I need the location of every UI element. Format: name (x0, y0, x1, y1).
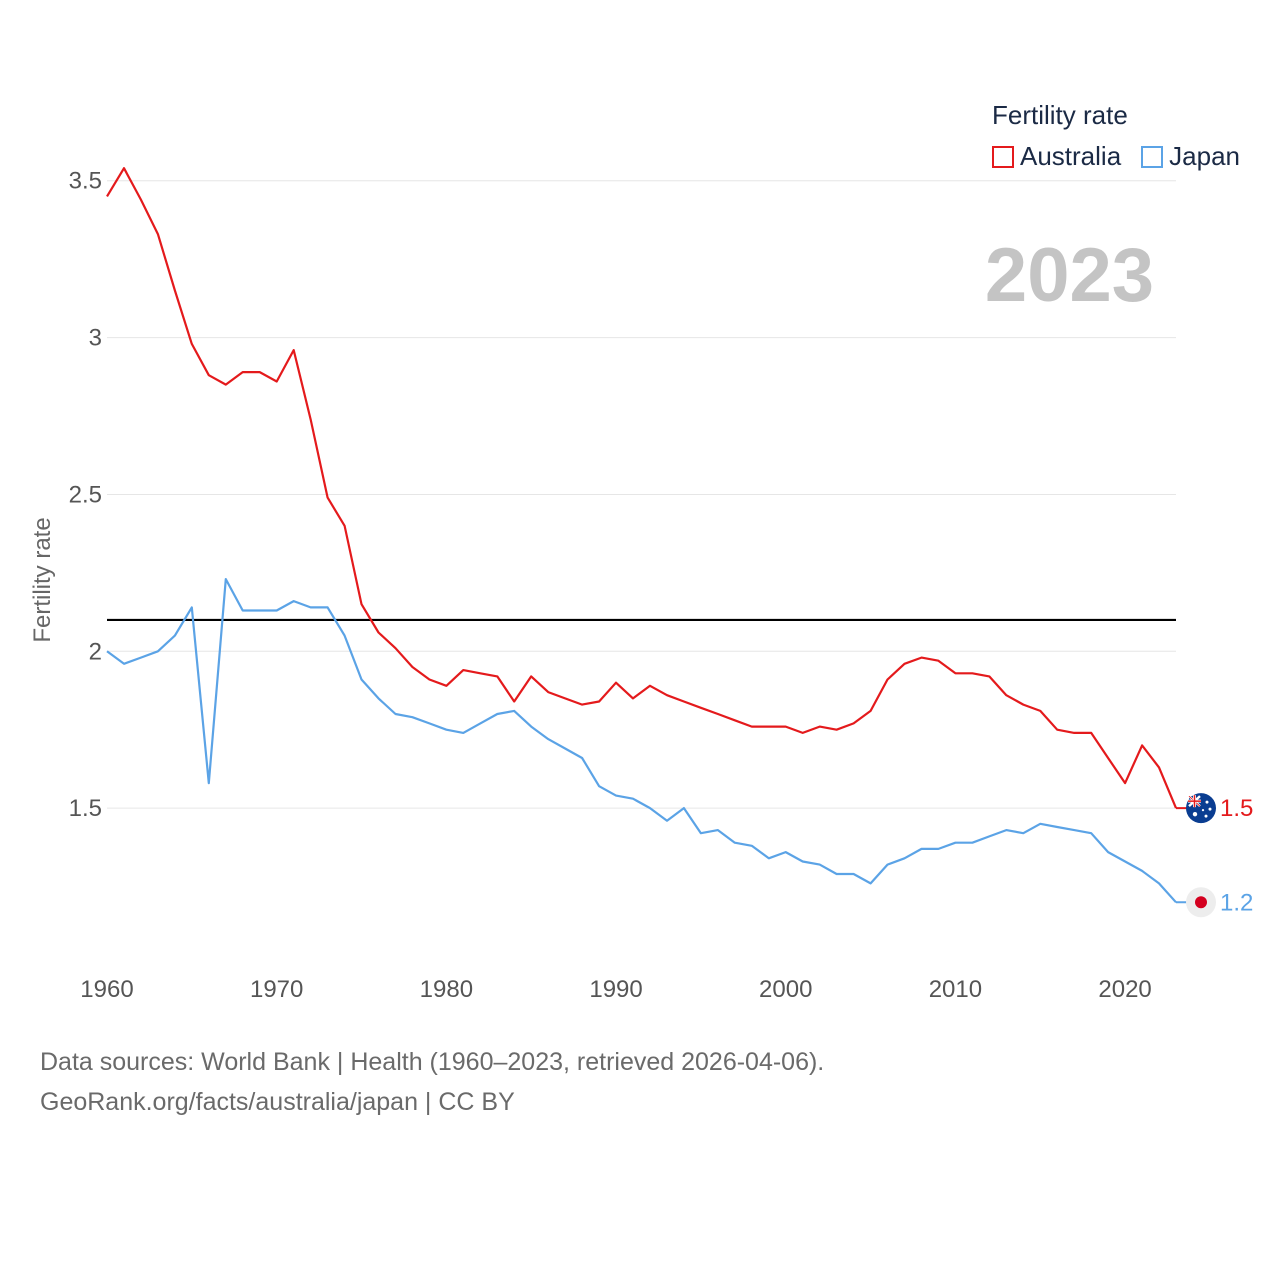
australia-swatch-icon (992, 145, 1014, 168)
x-tick-label: 2000 (759, 976, 812, 1003)
y-axis-title: Fertility rate (29, 517, 56, 642)
y-tick-label: 2.5 (69, 481, 102, 508)
japan-swatch-icon (1141, 145, 1164, 168)
x-tick-label: 1990 (589, 976, 642, 1003)
x-tick-label: 2020 (1098, 976, 1151, 1003)
footer: Data sources: World Bank | Health (1960–… (40, 1042, 824, 1122)
x-tick-label: 1960 (80, 976, 133, 1003)
x-tick-label: 1970 (250, 976, 303, 1003)
y-tick-label: 2 (89, 638, 102, 665)
australia-series-line (106, 167, 1178, 809)
series-end-markers: 1.5 1.2 (1176, 793, 1253, 918)
y-tick-label: 3.5 (69, 168, 102, 195)
series-lines (106, 167, 1178, 904)
x-tick-label: 2010 (929, 976, 982, 1003)
legend-item-australia[interactable]: Australia (992, 141, 1121, 172)
legend: Fertility rate Australia Japan (992, 100, 1240, 172)
legend-item-japan[interactable]: Japan (1141, 141, 1240, 172)
data-sources-text: Data sources: World Bank | Health (1960–… (40, 1048, 825, 1076)
japan-series-line (106, 577, 1177, 904)
x-tick-label: 1980 (420, 976, 473, 1003)
x-tick-labels: 1960 1970 1980 1990 2000 2010 2020 (80, 976, 1151, 1003)
legend-title: Fertility rate (992, 100, 1128, 130)
japan-flag-icon (1186, 887, 1216, 918)
y-tick-labels: 1.5 2 2.5 3 3.5 (69, 168, 102, 822)
australia-flag-icon (1186, 793, 1216, 824)
y-tick-label: 1.5 (69, 795, 102, 822)
australia-end-value-label: 1.5 (1220, 795, 1253, 822)
y-tick-label: 3 (89, 325, 102, 352)
legend-label-australia: Australia (1020, 141, 1122, 171)
current-year-label: 2023 (984, 233, 1154, 318)
japan-end-value-label: 1.2 (1220, 889, 1253, 916)
legend-label-japan: Japan (1169, 141, 1240, 171)
y-gridlines (107, 180, 1176, 809)
attribution-link[interactable]: GeoRank.org/facts/australia/japan | CC B… (40, 1088, 515, 1116)
